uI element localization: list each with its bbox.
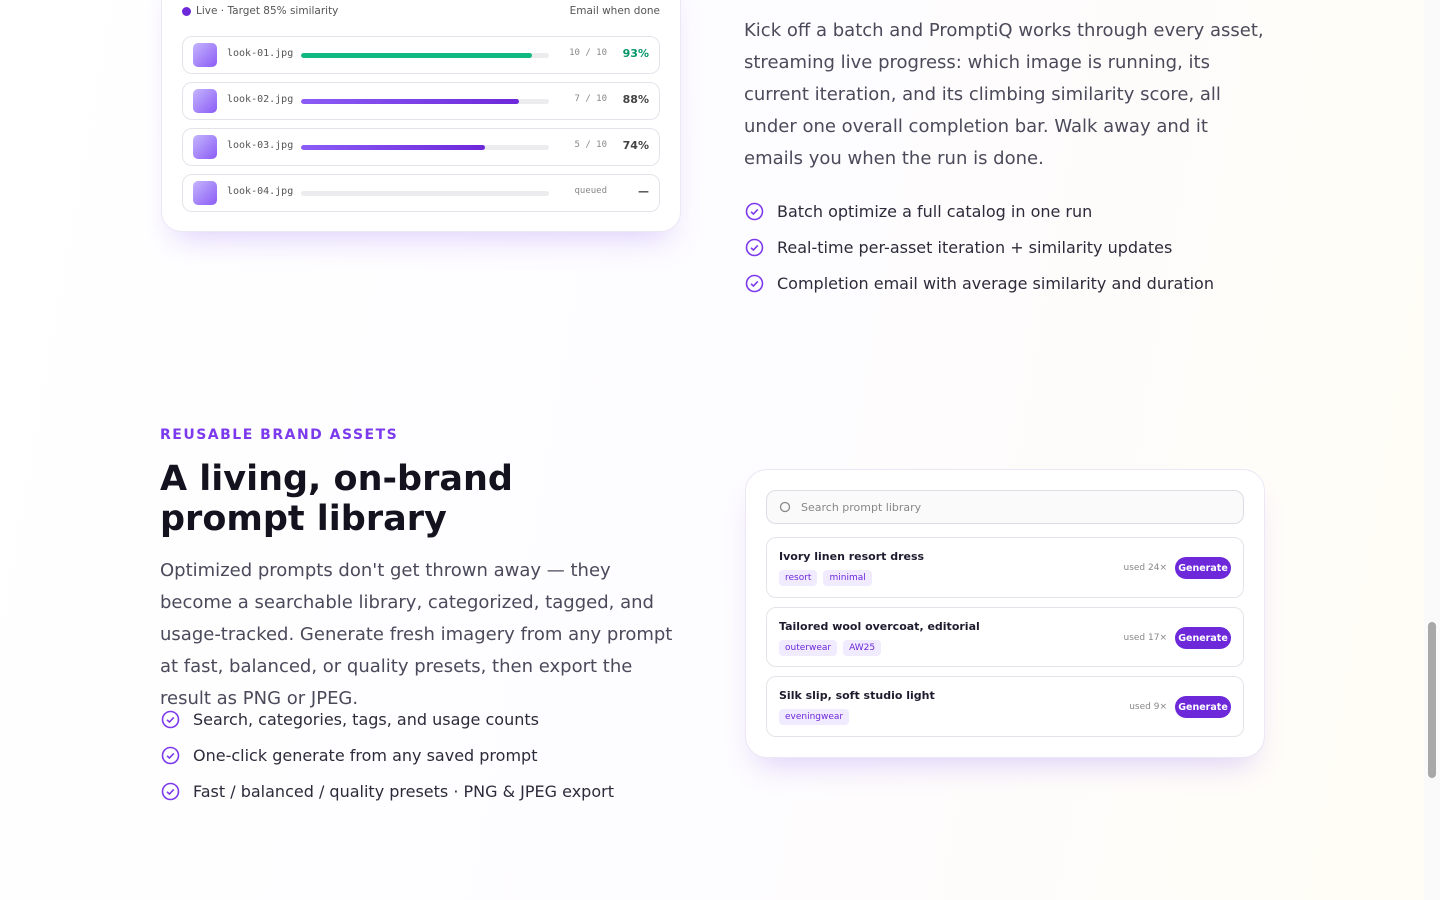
iterations: 5 / 10 xyxy=(574,140,607,150)
similarity: 88% xyxy=(622,93,649,106)
generate-button[interactable]: Generate xyxy=(1175,696,1231,718)
library-card: Search prompt library Ivory linen resort… xyxy=(745,469,1265,758)
prompt-item: Tailored wool overcoat, editorial outerwe… xyxy=(766,607,1244,667)
progress-track xyxy=(301,191,549,196)
library-features: Search, categories, tags, and usage coun… xyxy=(161,701,614,809)
batch-row: look-02.jpg 88% 7 / 10 xyxy=(182,82,660,120)
usage-count: used 9× xyxy=(1129,702,1167,712)
prompt-item: Ivory linen resort dress resort minimal use… xyxy=(766,537,1244,598)
check-icon xyxy=(745,202,764,220)
scrollbar[interactable] xyxy=(1424,0,1440,900)
generate-button[interactable]: Generate xyxy=(1175,557,1231,579)
tag: resort xyxy=(779,570,818,586)
tag: eveningwear xyxy=(779,709,850,725)
thumbnail xyxy=(193,89,217,113)
feature-text: Batch optimize a full catalog in one run xyxy=(777,201,1093,221)
batch-row: look-03.jpg 74% 5 / 10 xyxy=(182,128,660,166)
feature-item: Real-time per-asset iteration + similari… xyxy=(745,229,1214,265)
feature-text: Search, categories, tags, and usage coun… xyxy=(193,709,539,729)
feature-text: Real-time per-asset iteration + similari… xyxy=(777,237,1173,257)
tag: outerwear xyxy=(779,640,838,656)
prompt-title: Silk slip, soft studio light xyxy=(779,689,935,702)
batch-status: Live · Target 85% similarity xyxy=(196,5,339,17)
feature-item: One-click generate from any saved prompt xyxy=(161,737,614,773)
search-icon xyxy=(779,501,791,513)
file-name: look-01.jpg xyxy=(227,48,294,59)
batch-row: look-04.jpg — queued xyxy=(182,174,660,212)
feature-item: Completion email with average similarity… xyxy=(745,265,1214,301)
similarity: 93% xyxy=(622,47,649,60)
batch-card: Live · Target 85% similarity Email when … xyxy=(161,0,681,232)
prompt-title: Ivory linen resort dress xyxy=(779,550,925,563)
iterations: queued xyxy=(574,186,607,196)
batch-row: look-01.jpg 93% 10 / 10 xyxy=(182,36,660,74)
scrollbar-thumb[interactable] xyxy=(1428,622,1436,778)
progress-track xyxy=(301,99,549,104)
file-name: look-03.jpg xyxy=(227,140,294,151)
usage-count: used 17× xyxy=(1123,633,1168,643)
feature-item: Batch optimize a full catalog in one run xyxy=(745,193,1214,229)
check-icon xyxy=(745,238,764,256)
search-placeholder: Search prompt library xyxy=(801,501,922,514)
progress-track xyxy=(301,53,549,58)
feature-item: Fast / balanced / quality presets · PNG … xyxy=(161,773,614,809)
live-dot xyxy=(182,7,191,16)
feature-item: Search, categories, tags, and usage coun… xyxy=(161,701,614,737)
batch-notify: Email when done xyxy=(569,5,660,17)
check-icon xyxy=(161,746,180,764)
file-name: look-04.jpg xyxy=(227,186,294,197)
library-body: Optimized prompts don't get thrown away … xyxy=(160,560,673,709)
file-name: look-02.jpg xyxy=(227,94,294,105)
section-title: A living, on-brand prompt library xyxy=(160,459,513,539)
prompt-title: Tailored wool overcoat, editorial xyxy=(779,620,980,633)
progress-fill xyxy=(301,99,520,104)
eyebrow: REUSABLE BRAND ASSETS xyxy=(160,427,399,443)
search-box[interactable]: Search prompt library xyxy=(766,490,1244,524)
thumbnail xyxy=(193,135,217,159)
thumbnail xyxy=(193,43,217,67)
feature-text: Completion email with average similarity… xyxy=(777,273,1214,293)
check-icon xyxy=(745,274,764,292)
progress-track xyxy=(301,145,549,150)
feature-text: Fast / balanced / quality presets · PNG … xyxy=(193,781,614,801)
tag-list: eveningwear xyxy=(779,709,850,725)
batch-features: Batch optimize a full catalog in one run… xyxy=(745,193,1214,301)
similarity: — xyxy=(638,185,649,198)
batch-body: Kick off a batch and PromptiQ works thro… xyxy=(744,20,1264,169)
tag: minimal xyxy=(823,570,872,586)
thumbnail xyxy=(193,181,217,205)
iterations: 7 / 10 xyxy=(574,94,607,104)
feature-text: One-click generate from any saved prompt xyxy=(193,745,538,765)
progress-fill xyxy=(301,53,532,58)
check-icon xyxy=(161,710,180,728)
similarity: 74% xyxy=(622,139,649,152)
tag-list: outerwear AW25 xyxy=(779,640,882,656)
check-icon xyxy=(161,782,180,800)
prompt-item: Silk slip, soft studio light eveningwear u… xyxy=(766,676,1244,737)
tag: AW25 xyxy=(843,640,882,656)
tag-list: resort minimal xyxy=(779,570,872,586)
progress-fill xyxy=(301,145,485,150)
usage-count: used 24× xyxy=(1123,563,1168,573)
iterations: 10 / 10 xyxy=(569,48,607,58)
generate-button[interactable]: Generate xyxy=(1175,627,1231,649)
